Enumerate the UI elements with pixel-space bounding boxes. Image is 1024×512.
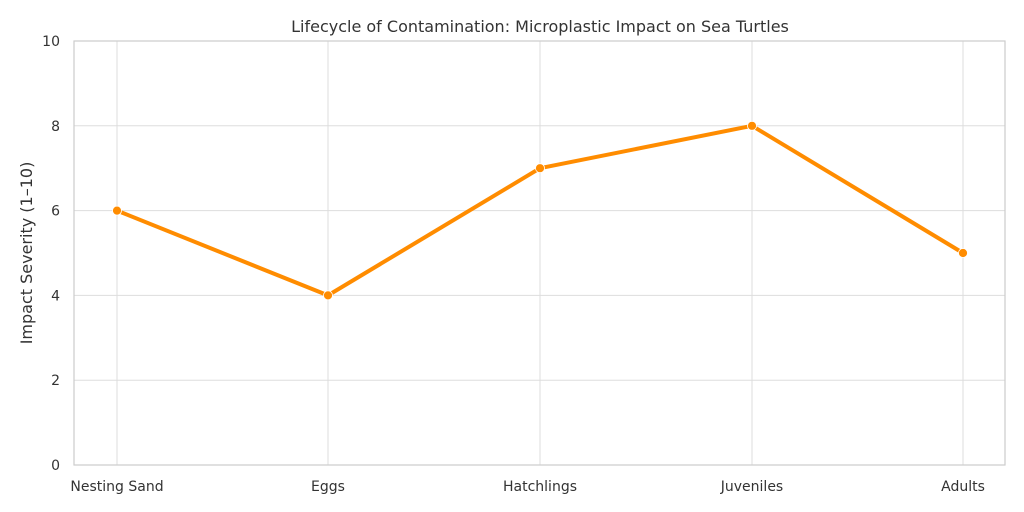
y-tick-labels: 0 2 4 6 8 10: [42, 34, 60, 474]
x-tick-label: Adults: [941, 479, 985, 495]
x-tick-label: Eggs: [311, 479, 345, 495]
grid-layer: [74, 40, 1005, 466]
y-tick-label: 4: [51, 288, 60, 304]
plot-frame: [73, 40, 1006, 466]
chart-title: Lifecycle of Contamination: Microplastic…: [291, 17, 789, 36]
data-point: [747, 120, 757, 131]
y-axis-label: Impact Severity (1–10): [17, 162, 36, 345]
y-tick-label: 10: [42, 34, 60, 50]
data-point: [958, 248, 968, 258]
series-layer: [112, 120, 968, 301]
x-tick-label: Juveniles: [720, 479, 783, 495]
x-tick-label: Nesting Sand: [70, 479, 163, 495]
data-point: [535, 163, 545, 174]
data-point: [323, 290, 333, 301]
x-tick-label: Hatchlings: [503, 479, 577, 495]
y-tick-label: 2: [51, 373, 60, 389]
x-tick-labels: Nesting Sand Eggs Hatchlings Juveniles Adult…: [70, 479, 984, 495]
y-tick-label: 8: [51, 119, 60, 135]
y-tick-label: 6: [51, 204, 60, 220]
y-tick-label: 0: [51, 458, 60, 474]
data-point: [112, 205, 122, 216]
